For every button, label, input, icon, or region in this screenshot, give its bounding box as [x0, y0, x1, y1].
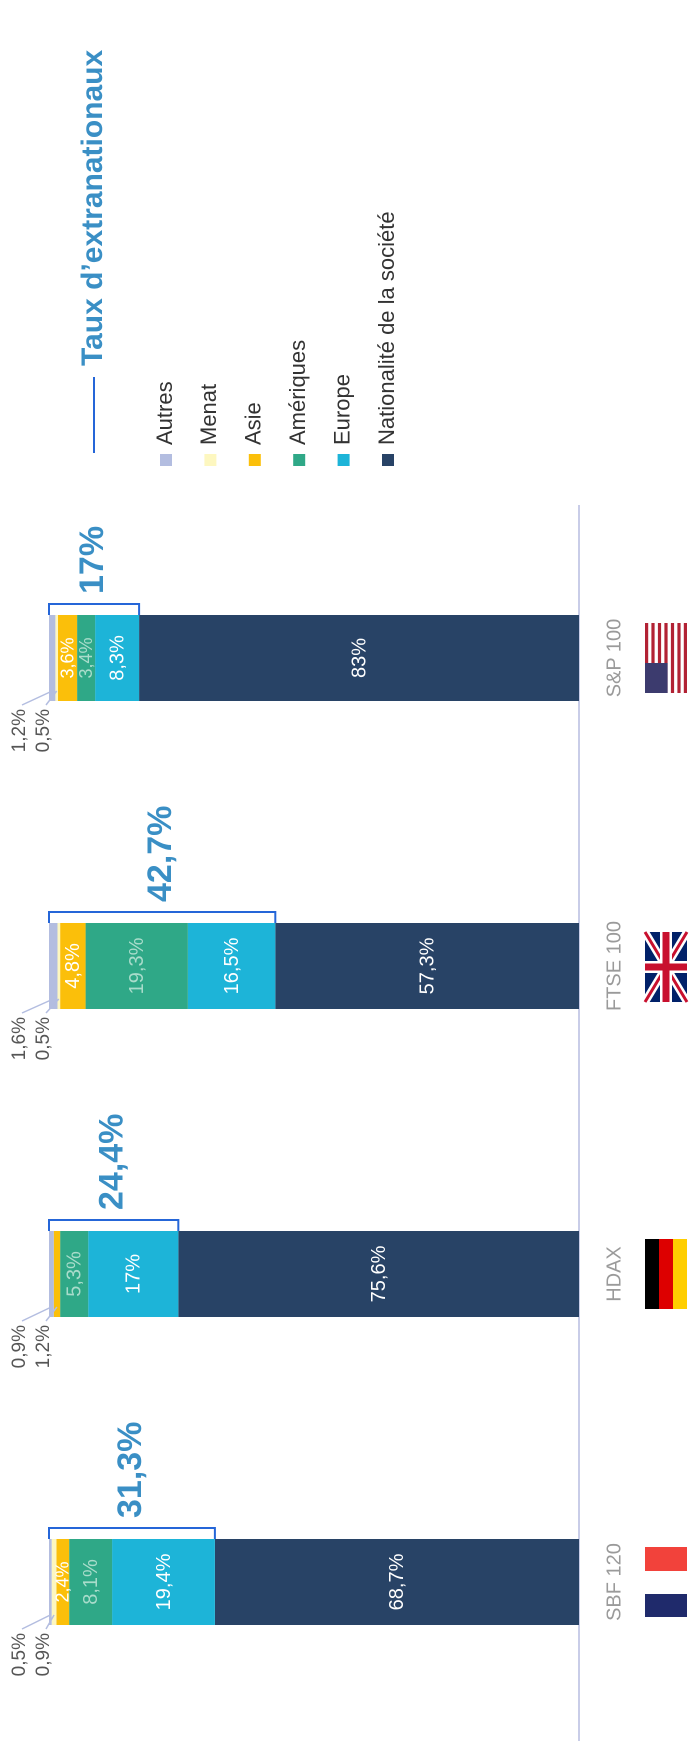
legend-label: Nationalité de la société: [374, 211, 399, 445]
bar-segment: [51, 1539, 57, 1625]
bar-segment: [49, 923, 58, 1009]
legend-swatch: [337, 454, 350, 466]
value-label: 8,3%: [106, 635, 128, 681]
flag-france: [645, 1547, 687, 1617]
bar-segment: [56, 1539, 70, 1625]
rotated-chart: Taux d’extranationaux SBF 120 68,7% 19,4% 8…: [9, 49, 690, 1741]
leader-line: [21, 1306, 52, 1322]
chart-title: Taux d’extranationaux: [76, 49, 109, 366]
x-tick-label: S&P 100: [603, 619, 625, 698]
value-label: 16,5%: [221, 937, 243, 994]
value-label: 75,6%: [368, 1245, 390, 1302]
bar-segment: [214, 1539, 579, 1625]
bar-segment: [69, 1539, 113, 1625]
value-label: 83%: [348, 638, 370, 678]
leader-line: [21, 1614, 51, 1630]
value-label: 17%: [123, 1254, 145, 1294]
legend-swatch: [382, 454, 394, 466]
total-bracket: [48, 1527, 216, 1539]
bar-segment: [112, 1539, 215, 1625]
legend-label: Menat: [196, 384, 221, 445]
bar-segment: [275, 923, 579, 1009]
value-label-outside: 1,2%: [33, 1325, 54, 1368]
total-bracket: [48, 603, 141, 615]
x-tick-label: SBF 120: [603, 1543, 625, 1621]
bar-segment: [85, 923, 188, 1009]
value-label-outside: 0,5%: [9, 1633, 30, 1676]
leader-line: [45, 1306, 58, 1322]
value-label: 19,4%: [153, 1553, 175, 1610]
value-label-outside: 0,5%: [33, 1017, 54, 1060]
bar-segment: [55, 615, 59, 701]
legend-swatch: [293, 454, 306, 466]
bar-segment: [139, 615, 579, 701]
legend-swatch: [248, 454, 261, 466]
total-bracket: [48, 1219, 180, 1231]
bar-segment: [60, 1231, 89, 1317]
value-label: 2,4%: [53, 1561, 73, 1602]
x-tick-label: HDAX: [603, 1246, 625, 1302]
value-label: 57,3%: [416, 937, 438, 994]
leader-line: [45, 690, 58, 706]
leader-line: [21, 690, 53, 706]
value-label: 5,3%: [63, 1251, 85, 1297]
bar-segment: [88, 1231, 179, 1317]
bar-segment: [49, 1231, 54, 1317]
value-label-outside: 1,6%: [9, 1017, 30, 1060]
leader-line: [45, 998, 60, 1014]
value-label: 19,3%: [126, 937, 148, 994]
leader-line: [21, 998, 54, 1014]
bar-segment: [77, 615, 96, 701]
total-label: 42,7%: [141, 806, 179, 902]
bar-segment: [57, 923, 61, 1009]
bar-segment: [58, 615, 78, 701]
flag-usa: [645, 623, 687, 693]
bar-segment: [187, 923, 276, 1009]
leader-line: [45, 1614, 55, 1630]
bar-segment: [49, 1539, 52, 1625]
bar-segment: [49, 615, 56, 701]
bar-segment: [60, 923, 86, 1009]
x-tick-label: FTSE 100: [603, 921, 625, 1011]
total-label: 17%: [73, 526, 111, 594]
legend-label: Europe: [329, 374, 354, 445]
value-label: 8,1%: [80, 1559, 102, 1605]
flag-uk: [641, 929, 690, 1005]
legend-label: Autres: [152, 381, 177, 445]
total-bracket: [48, 911, 277, 923]
value-label: 68,7%: [386, 1553, 408, 1610]
legend-label: Asie: [241, 402, 266, 445]
value-label: 4,8%: [62, 943, 84, 989]
legend-swatch: [160, 454, 172, 466]
flag-germany: [645, 1239, 687, 1309]
bar-segment: [95, 615, 140, 701]
value-label: 3,6%: [57, 637, 77, 678]
value-label-outside: 0,9%: [9, 1325, 30, 1368]
legend-swatch: [204, 454, 217, 466]
legend-label: Amériques: [285, 340, 310, 445]
value-label-outside: 0,9%: [33, 1633, 54, 1676]
total-label: 24,4%: [93, 1114, 131, 1210]
value-label: 3,4%: [76, 637, 96, 678]
bar-segment: [178, 1231, 579, 1317]
value-label-outside: 0,5%: [33, 709, 54, 752]
value-label-outside: 1,2%: [9, 709, 30, 752]
total-label: 31,3%: [111, 1422, 149, 1518]
bar-segment: [53, 1231, 61, 1317]
